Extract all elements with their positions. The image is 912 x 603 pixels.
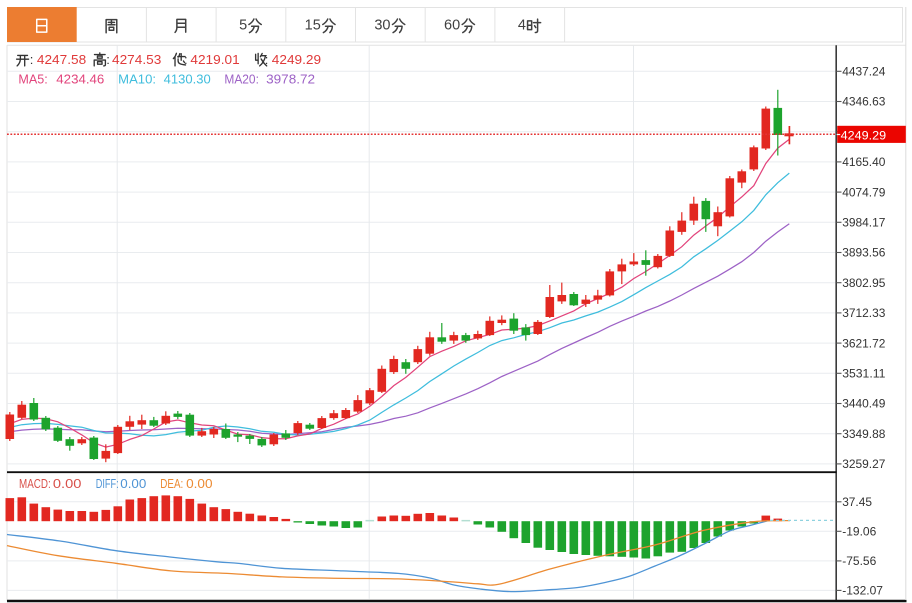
svg-text:4346.63: 4346.63 (842, 95, 885, 109)
svg-text:4234.46: 4234.46 (56, 72, 104, 86)
svg-text:4: 4 (518, 18, 526, 34)
svg-text:MA10:: MA10: (118, 72, 156, 86)
svg-text:3978.72: 3978.72 (266, 72, 315, 86)
svg-text:3621.72: 3621.72 (842, 336, 885, 350)
svg-text:30: 30 (374, 18, 390, 34)
svg-text:15: 15 (305, 18, 321, 34)
svg-text:3259.27: 3259.27 (842, 457, 885, 471)
svg-text:MACD:: MACD: (19, 477, 51, 491)
svg-text:-19.06: -19.06 (842, 525, 876, 539)
svg-text:4247.58: 4247.58 (37, 52, 86, 67)
svg-text:4219.01: 4219.01 (190, 52, 239, 67)
svg-text:4249.29: 4249.29 (841, 128, 887, 142)
svg-text:5: 5 (239, 18, 247, 34)
svg-text:3802.95: 3802.95 (842, 276, 885, 290)
svg-text:MA5:: MA5: (18, 72, 47, 86)
svg-text:3349.88: 3349.88 (842, 427, 885, 441)
svg-text:4274.53: 4274.53 (112, 52, 161, 67)
svg-text:DEA:: DEA: (160, 477, 183, 491)
svg-text:3531.11: 3531.11 (842, 367, 885, 381)
svg-text:4165.40: 4165.40 (842, 155, 885, 169)
svg-text:DIFF:: DIFF: (96, 477, 119, 491)
svg-text:-75.56: -75.56 (842, 554, 876, 568)
svg-text::: : (30, 52, 34, 67)
svg-text:3712.33: 3712.33 (842, 306, 885, 320)
svg-text:3984.17: 3984.17 (842, 216, 885, 230)
svg-text:4249.29: 4249.29 (272, 52, 321, 67)
svg-text:-132.07: -132.07 (842, 584, 883, 598)
svg-text:3893.56: 3893.56 (842, 246, 885, 260)
svg-text::: : (265, 52, 269, 67)
svg-text:37.45: 37.45 (842, 495, 872, 509)
svg-text:0.00: 0.00 (186, 477, 212, 491)
svg-text:0.00: 0.00 (120, 477, 146, 491)
svg-text:MA20:: MA20: (224, 72, 259, 86)
svg-text::: : (106, 52, 110, 67)
svg-text:0.00: 0.00 (53, 477, 82, 491)
svg-text:4074.79: 4074.79 (842, 185, 885, 199)
svg-text::: : (184, 52, 188, 67)
svg-text:3440.49: 3440.49 (842, 397, 885, 411)
svg-text:4130.30: 4130.30 (164, 72, 211, 86)
svg-text:60: 60 (444, 18, 460, 34)
svg-text:4437.24: 4437.24 (842, 65, 885, 79)
